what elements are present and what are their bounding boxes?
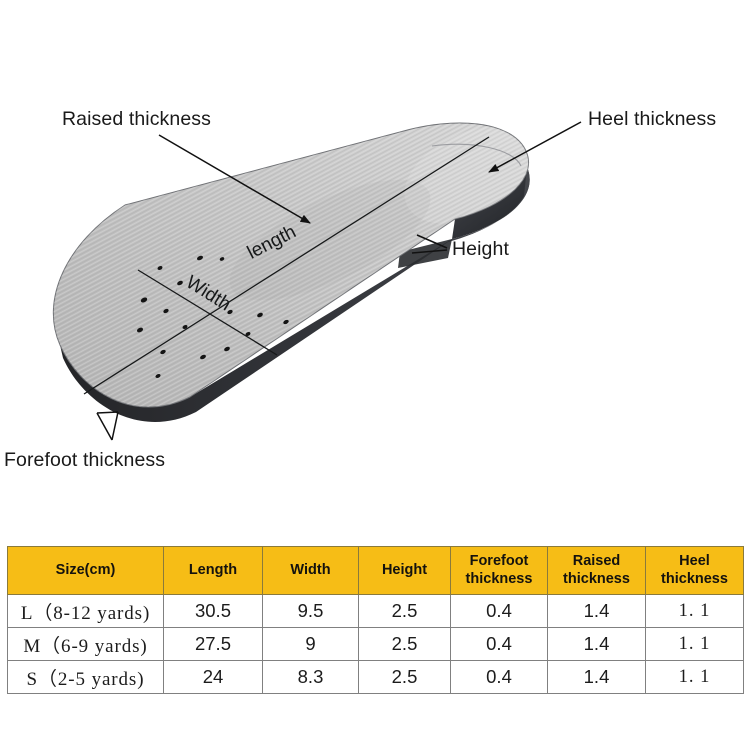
cell-heel-thickness: 1. 1 xyxy=(645,594,744,628)
leader-raised xyxy=(158,134,311,224)
table-row: S（2-5 yards) 24 8.3 2.5 0.4 1.4 1. 1 xyxy=(7,660,744,694)
cell-width: 9.5 xyxy=(262,594,359,628)
leader-forefoot-b xyxy=(111,411,119,441)
cell-size: M（6-9 yards) xyxy=(7,627,164,661)
cell-raised-thickness: 1.4 xyxy=(547,627,646,661)
col-header-size-line1: Size(cm) xyxy=(55,561,116,578)
col-header-raised-line1: Raised xyxy=(572,553,621,570)
callout-forefoot-thickness: Forefoot thickness xyxy=(4,449,166,471)
cell-raised-thickness: 1.4 xyxy=(547,660,646,694)
cell-length: 27.5 xyxy=(163,627,263,661)
col-header-forefoot-thickness: Forefoot thickness xyxy=(450,546,548,595)
cell-height: 2.5 xyxy=(358,660,451,694)
col-header-raised-line2: thickness xyxy=(563,570,630,587)
table-header-row: Size(cm) Length Width Height Forefoot th… xyxy=(7,546,744,595)
cell-size: L（8-12 yards) xyxy=(7,594,164,628)
leader-height-b xyxy=(411,249,448,254)
insole-top-surface xyxy=(52,122,530,408)
cell-forefoot-thickness: 0.4 xyxy=(450,594,548,628)
cell-raised-thickness: 1.4 xyxy=(547,594,646,628)
col-header-length-line1: Length xyxy=(188,561,238,578)
cell-length: 24 xyxy=(163,660,263,694)
cell-length: 30.5 xyxy=(163,594,263,628)
leader-height-a xyxy=(416,234,448,249)
cell-height: 2.5 xyxy=(358,627,451,661)
col-header-size: Size(cm) xyxy=(7,546,164,595)
leader-forefoot-c xyxy=(96,411,119,414)
cell-heel-thickness: 1. 1 xyxy=(645,627,744,661)
col-header-forefoot-line2: thickness xyxy=(465,570,533,587)
callout-raised-thickness: Raised thickness xyxy=(62,108,212,130)
col-header-width-line1: Width xyxy=(290,561,331,578)
size-spec-table: Size(cm) Length Width Height Forefoot th… xyxy=(7,546,744,694)
col-header-heel-thickness: Heel thickness xyxy=(645,546,744,595)
length-dimension-line xyxy=(83,136,490,395)
table-row: M（6-9 yards) 27.5 9 2.5 0.4 1.4 1. 1 xyxy=(7,627,744,661)
cell-forefoot-thickness: 0.4 xyxy=(450,660,548,694)
leader-forefoot-a xyxy=(96,412,113,441)
leader-lines xyxy=(96,121,582,441)
cell-height: 2.5 xyxy=(358,594,451,628)
dimension-lines xyxy=(83,136,490,395)
col-header-length: Length xyxy=(163,546,263,595)
cell-width: 8.3 xyxy=(262,660,359,694)
insole-diagram: Raised thickness Heel thickness Height F… xyxy=(4,108,717,471)
col-header-forefoot-line1: Forefoot xyxy=(469,553,529,570)
insole-illustration xyxy=(52,121,582,441)
cell-width: 9 xyxy=(262,627,359,661)
width-dimension-line xyxy=(137,269,278,356)
col-header-height-line1: Height xyxy=(381,561,428,578)
cell-forefoot-thickness: 0.4 xyxy=(450,627,548,661)
col-header-raised-thickness: Raised thickness xyxy=(547,546,646,595)
cell-size: S（2-5 yards) xyxy=(7,660,164,694)
col-header-width: Width xyxy=(262,546,359,595)
col-header-heel-line1: Heel xyxy=(679,553,710,570)
table-row: L（8-12 yards) 30.5 9.5 2.5 0.4 1.4 1. 1 xyxy=(7,594,744,628)
callout-height: Height xyxy=(452,238,509,260)
leader-heel xyxy=(488,121,582,173)
cell-heel-thickness: 1. 1 xyxy=(645,660,744,694)
callout-heel-thickness: Heel thickness xyxy=(588,108,717,130)
ventilation-holes xyxy=(136,255,289,379)
spec-table-container: Size(cm) Length Width Height Forefoot th… xyxy=(7,546,744,694)
col-header-heel-line2: thickness xyxy=(661,570,728,587)
col-header-height: Height xyxy=(358,546,451,595)
